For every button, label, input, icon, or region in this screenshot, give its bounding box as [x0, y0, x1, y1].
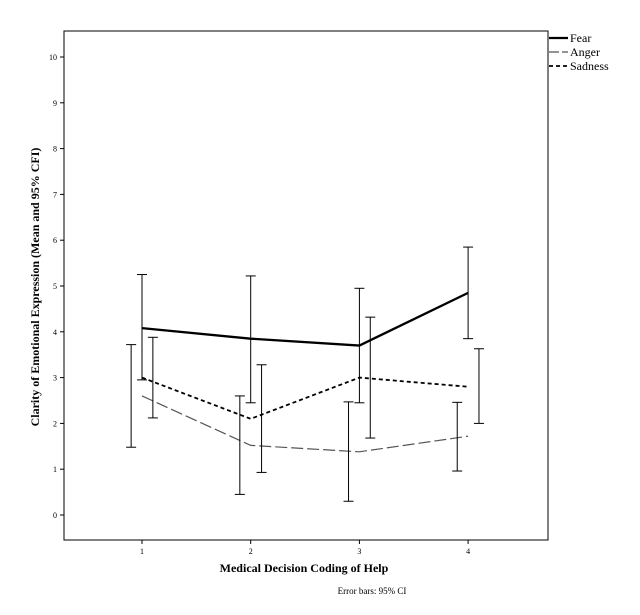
error-bar-anger: [126, 344, 137, 448]
x-tick-label: 2: [249, 547, 253, 556]
series-layer: [126, 246, 484, 502]
error-bar-anger: [343, 401, 354, 502]
series-line-anger: [141, 395, 469, 453]
error-bar-sadness: [147, 336, 158, 419]
y-tick-label: 7: [53, 190, 57, 199]
error-bar-sadness: [365, 316, 376, 439]
x-axis-title: Medical Decision Coding of Help: [220, 561, 389, 575]
series-line-fear: [141, 291, 469, 347]
y-axis: 0 1 2 3 4 5 6 7 8 9 10: [49, 53, 64, 520]
error-bar-anger: [234, 395, 245, 495]
error-bar-sadness: [256, 364, 267, 473]
error-bar-fear: [137, 274, 147, 381]
y-tick-label: 4: [53, 328, 57, 337]
error-bar-sadness: [473, 348, 484, 424]
x-tick-label: 3: [357, 547, 361, 556]
series-fear: [137, 246, 474, 404]
error-bar-fear: [463, 246, 474, 340]
plot-area-frame: [63, 30, 549, 541]
legend-label-fear: Fear: [570, 31, 591, 45]
series-sadness: [141, 316, 484, 473]
error-bar-fear: [245, 275, 256, 404]
y-tick-label: 10: [49, 53, 57, 62]
legend-item-anger: Anger: [549, 45, 600, 59]
legend-label-anger: Anger: [570, 45, 600, 59]
y-tick-label: 8: [53, 145, 57, 154]
error-bar-fear: [354, 287, 365, 404]
x-tick-label: 4: [466, 547, 470, 556]
y-tick-label: 1: [53, 465, 57, 474]
series-anger: [126, 344, 469, 502]
legend-label-sadness: Sadness: [570, 59, 609, 73]
series-line-sadness: [141, 376, 469, 420]
x-axis: 1 2 3 4: [140, 540, 470, 556]
legend-item-sadness: Sadness: [549, 59, 609, 73]
y-tick-label: 2: [53, 419, 57, 428]
y-tick-label: 3: [53, 374, 57, 383]
y-tick-label: 9: [53, 99, 57, 108]
error-bar-anger: [452, 401, 463, 472]
x-tick-label: 1: [140, 547, 144, 556]
errorbar-footnote: Error bars: 95% CI: [338, 586, 407, 596]
legend-item-fear: Fear: [549, 31, 591, 45]
y-tick-label: 0: [53, 511, 57, 520]
y-tick-label: 6: [53, 236, 57, 245]
y-tick-label: 5: [53, 282, 57, 291]
y-axis-title: Clarity of Emotional Expression (Mean an…: [28, 148, 42, 427]
